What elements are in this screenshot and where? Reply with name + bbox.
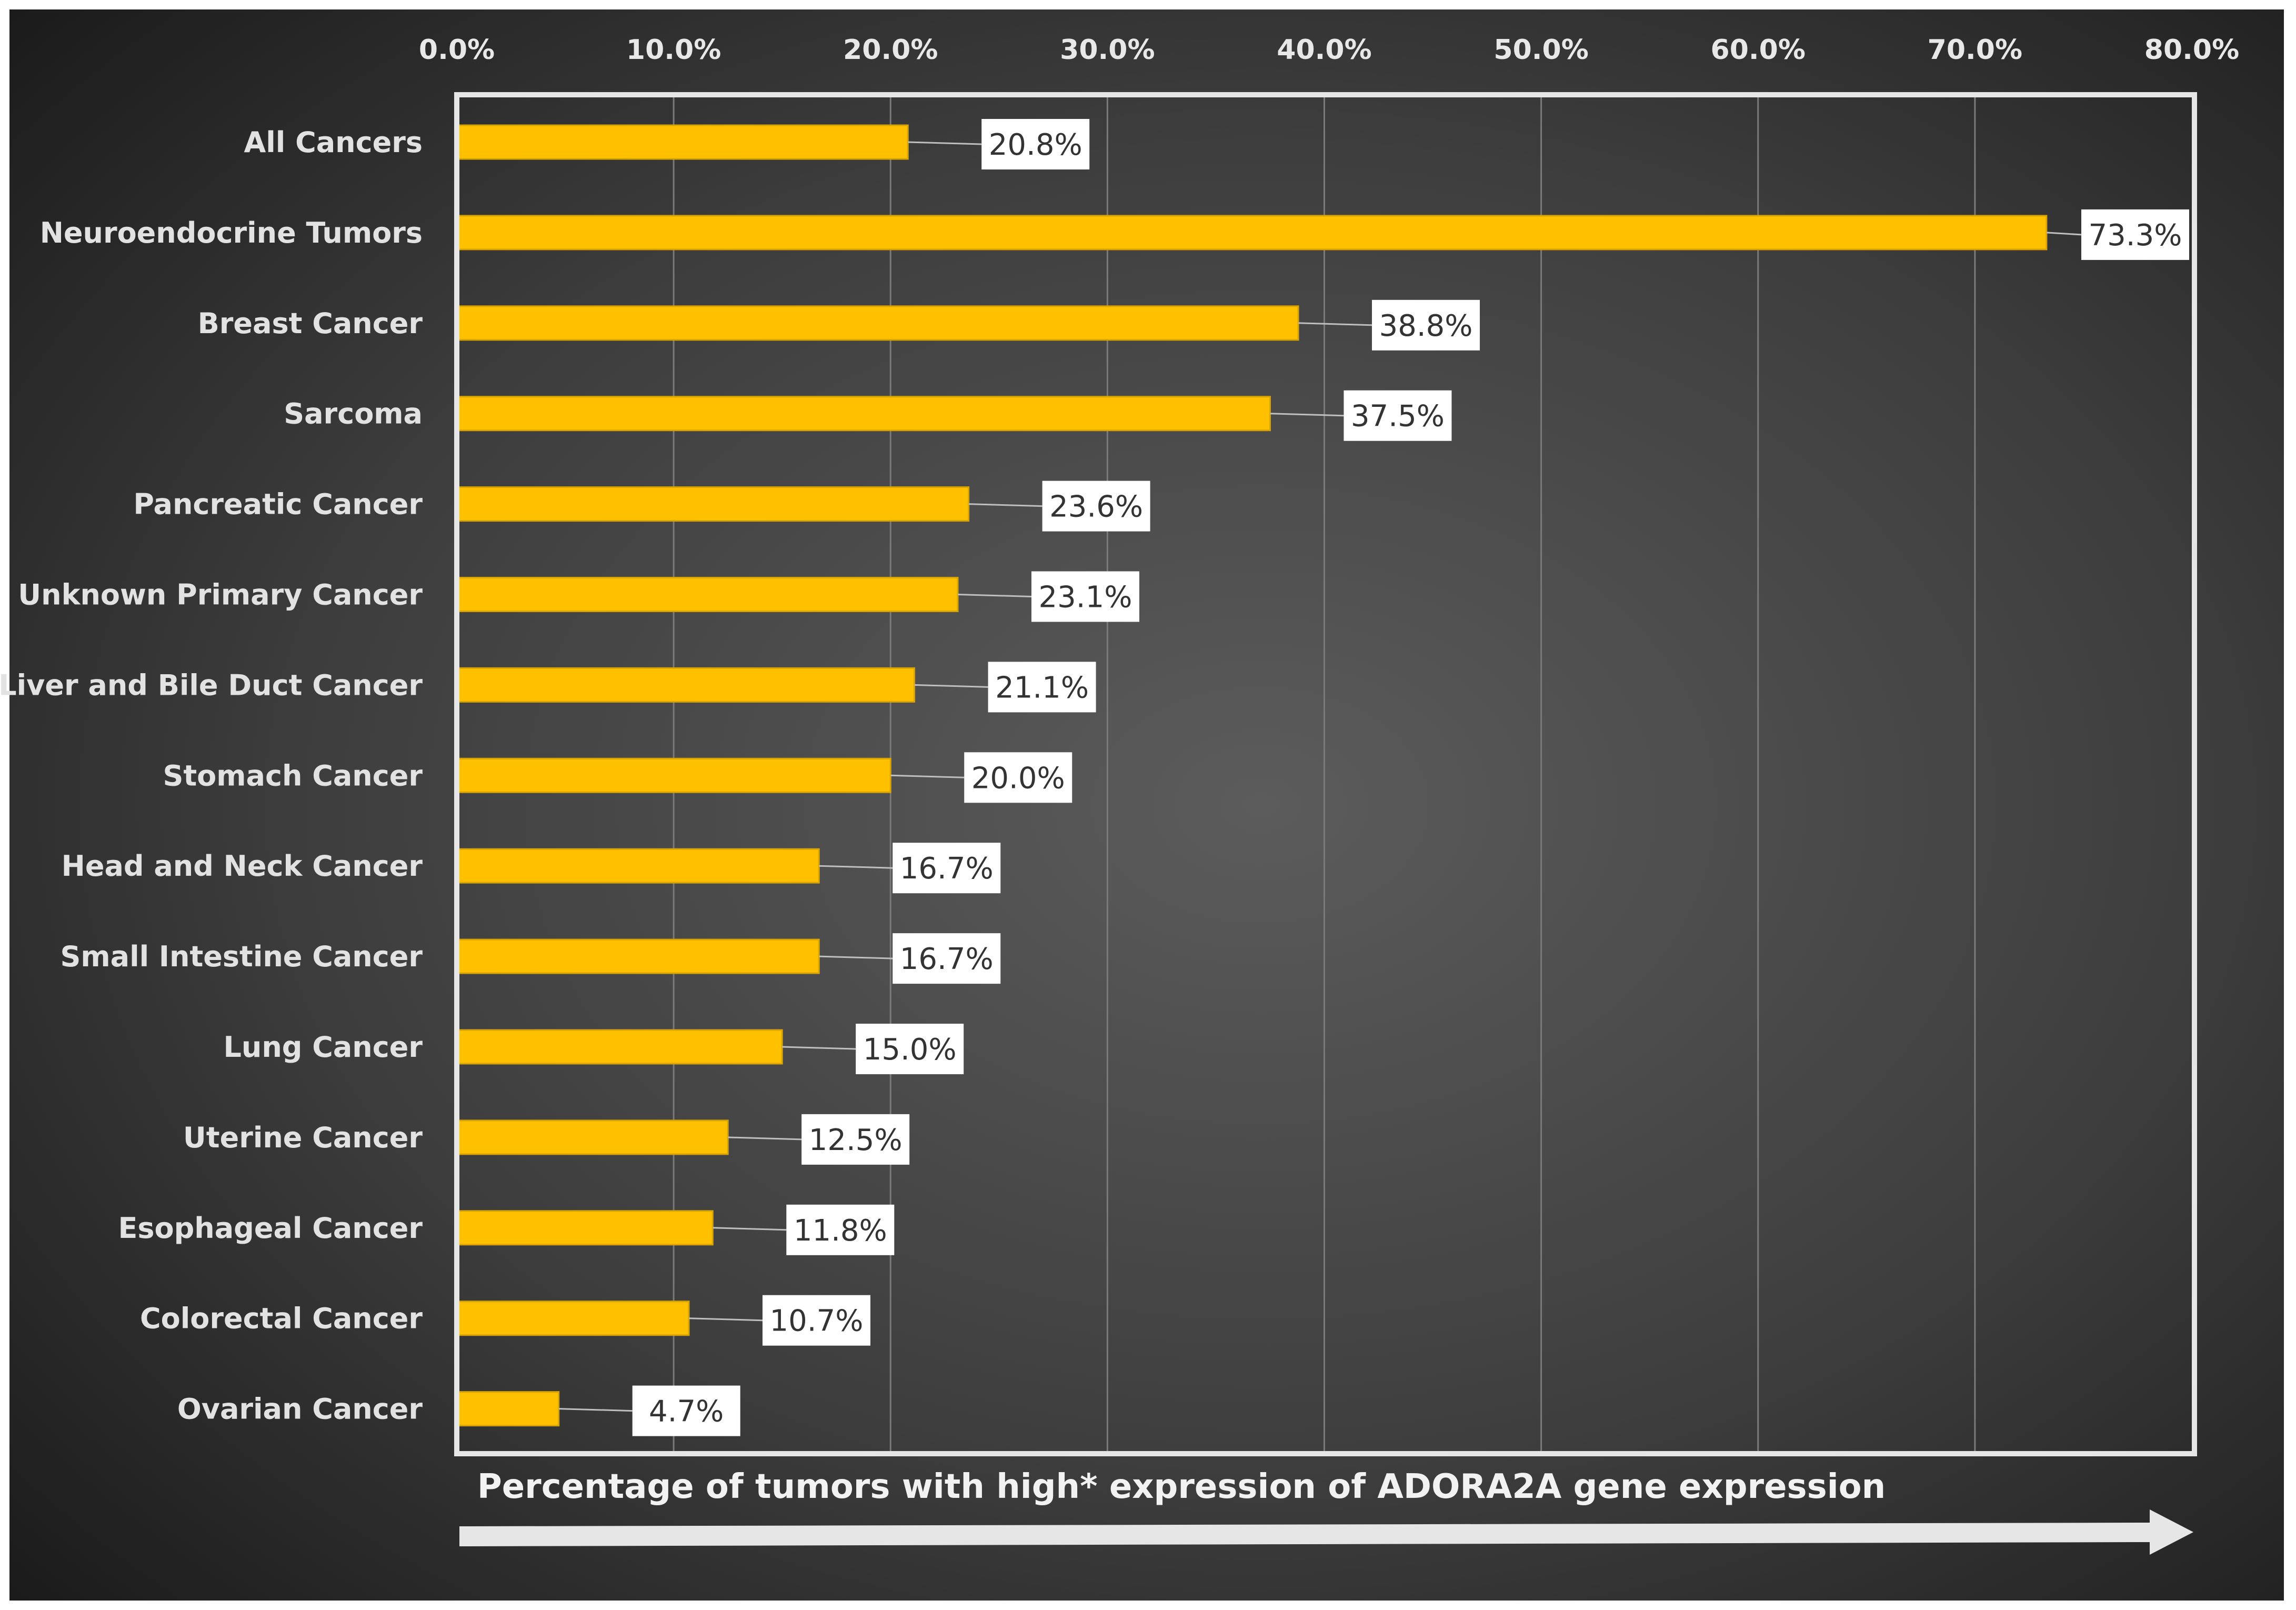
data-label: 15.0% [863, 1033, 957, 1067]
x-tick-label: 30.0% [1060, 34, 1155, 66]
bar [456, 486, 970, 522]
leader-line [914, 684, 988, 688]
x-tick-label: 40.0% [1277, 34, 1371, 66]
bar [456, 848, 820, 884]
data-label: 21.1% [995, 671, 1089, 705]
category-label: Esophageal Cancer [118, 1212, 423, 1245]
data-label: 23.1% [1039, 581, 1132, 615]
x-tick-label: 50.0% [1493, 34, 1588, 66]
leader-line [1298, 322, 1372, 326]
category-label: Sarcoma [284, 397, 423, 431]
leader-line [688, 1317, 763, 1322]
leader-line [2046, 232, 2082, 236]
leader-line [968, 503, 1042, 507]
leader-line [558, 1408, 633, 1412]
bar [456, 1119, 729, 1155]
data-label: 16.7% [900, 942, 994, 976]
data-labels: 20.8% 73.3% 38.8% 37.5% 23.6% 23.1% 21.1% 20.0%… [558, 119, 2189, 1436]
data-label-box [1042, 481, 1150, 532]
data-label: 38.8% [1379, 309, 1473, 343]
bar [456, 396, 1271, 432]
data-label: 23.6% [1049, 490, 1143, 524]
data-label-box [1372, 299, 1480, 351]
category-label: Liver and Bile Duct Cancer [0, 668, 423, 702]
data-label-box [632, 1385, 740, 1436]
category-label: Uterine Cancer [183, 1121, 423, 1154]
leader-line [819, 955, 893, 959]
data-label: 11.8% [794, 1214, 887, 1248]
category-label: Colorectal Cancer [140, 1302, 423, 1335]
data-label: 37.5% [1351, 399, 1445, 434]
category-label: Breast Cancer [198, 307, 423, 340]
leader-line [728, 1136, 802, 1141]
leader-line [713, 1227, 787, 1231]
category-label: Unknown Primary Cancer [18, 578, 423, 612]
bar [456, 215, 2048, 251]
x-tick-label: 10.0% [626, 34, 721, 66]
data-label-box [801, 1114, 910, 1165]
data-label-box [893, 933, 1001, 984]
leader-line [1270, 413, 1344, 417]
x-tick-label: 70.0% [1928, 34, 2022, 66]
bar [456, 757, 891, 793]
data-label: 12.5% [809, 1123, 903, 1157]
data-label-box [988, 662, 1096, 713]
bar [456, 938, 820, 974]
category-labels: All Cancers Neuroendocrine Tumors Breast C… [0, 126, 423, 1426]
x-axis-ticks: 0.0% 10.0% 20.0% 30.0% 40.0% 50.0% 60.0% 70.0% 8… [419, 34, 2239, 66]
bar [456, 124, 909, 160]
data-label: 16.7% [900, 852, 994, 886]
leader-line [908, 141, 982, 145]
data-label: 10.7% [770, 1304, 864, 1338]
bar [456, 1029, 783, 1065]
leader-line [782, 1046, 856, 1050]
category-label: Head and Neck Cancer [62, 849, 423, 883]
data-label-box [981, 119, 1090, 169]
chart-background [9, 9, 2284, 1601]
bar [456, 1391, 560, 1427]
leader-line [819, 865, 893, 869]
data-label: 20.8% [989, 128, 1082, 162]
x-tick-label: 80.0% [2144, 34, 2239, 66]
bar [456, 1210, 714, 1246]
data-label-box [1343, 390, 1452, 441]
bar [456, 1301, 690, 1336]
data-label: 73.3% [2089, 218, 2182, 253]
category-label: Stomach Cancer [163, 759, 423, 792]
direction-arrow [459, 1509, 2193, 1555]
bar [456, 667, 916, 703]
data-label-box [762, 1295, 870, 1346]
bar [456, 305, 1299, 341]
leader-line [957, 594, 1032, 597]
x-axis-title: Percentage of tumors with high* expressi… [477, 1467, 1886, 1506]
data-label-box [2081, 209, 2189, 260]
category-label: Small Intestine Cancer [61, 940, 423, 973]
bars [456, 124, 2048, 1427]
category-label: All Cancers [244, 126, 423, 159]
data-label-box [964, 752, 1072, 803]
x-tick-label: 60.0% [1711, 34, 1806, 66]
data-label-box [786, 1204, 895, 1255]
bar [456, 577, 959, 612]
data-label: 20.0% [971, 761, 1065, 795]
data-label-box [856, 1024, 964, 1074]
data-label-box [1031, 571, 1140, 622]
category-label: Neuroendocrine Tumors [40, 216, 423, 249]
x-tick-label: 0.0% [419, 34, 495, 66]
category-label: Pancreatic Cancer [133, 488, 423, 521]
category-label: Lung Cancer [223, 1031, 423, 1064]
category-label: Ovarian Cancer [177, 1393, 423, 1426]
data-label: 4.7% [649, 1395, 724, 1429]
data-label-box [893, 843, 1001, 894]
plot-area-frame [454, 92, 2197, 1456]
x-tick-label: 20.0% [843, 34, 938, 66]
leader-line [890, 774, 965, 778]
